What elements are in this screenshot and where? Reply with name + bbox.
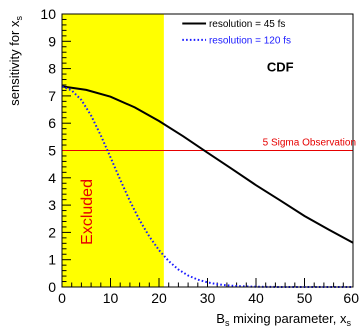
y-tick-label: 3	[48, 197, 56, 213]
y-tick-label: 8	[48, 61, 56, 77]
x-tick-label: 30	[200, 290, 216, 306]
plot-frame	[61, 13, 354, 288]
axis-ticks	[61, 13, 354, 288]
threshold-label: 5 Sigma Observation	[263, 138, 356, 149]
series-layer	[61, 85, 354, 288]
tick-labels: 0 10 20 30 40 50 60 0 1 2 3 4 5 6 7 8 9 10	[40, 6, 359, 306]
y-tick-label: 0	[48, 279, 56, 295]
y-tick-label: 1	[48, 252, 56, 268]
y-tick-label: 9	[48, 33, 56, 49]
y-axis-title: sensitivity for xs	[7, 16, 24, 106]
series-line-2	[61, 85, 353, 288]
series-line-1	[61, 85, 354, 244]
legend-label-2: resolution = 120 fs	[209, 35, 291, 46]
y-tick-label: 4	[48, 170, 56, 186]
x-tick-label: 50	[297, 290, 313, 306]
y-tick-label: 10	[40, 6, 56, 22]
excluded-label: Excluded	[79, 179, 96, 245]
cdf-label: CDF	[267, 59, 294, 74]
y-tick-label: 2	[48, 224, 56, 240]
x-tick-label: 40	[248, 290, 264, 306]
y-tick-label: 6	[48, 115, 56, 131]
x-tick-label: 0	[58, 290, 66, 306]
x-tick-label: 20	[151, 290, 167, 306]
x-tick-label: 10	[103, 290, 119, 306]
legend: resolution = 45 fs resolution = 120 fs	[182, 19, 291, 46]
legend-label-1: resolution = 45 fs	[209, 19, 285, 30]
x-tick-label: 60	[343, 290, 359, 306]
y-tick-label: 5	[48, 143, 56, 159]
x-axis-title: Bs mixing parameter, xs	[216, 311, 351, 328]
y-tick-label: 7	[48, 88, 56, 104]
